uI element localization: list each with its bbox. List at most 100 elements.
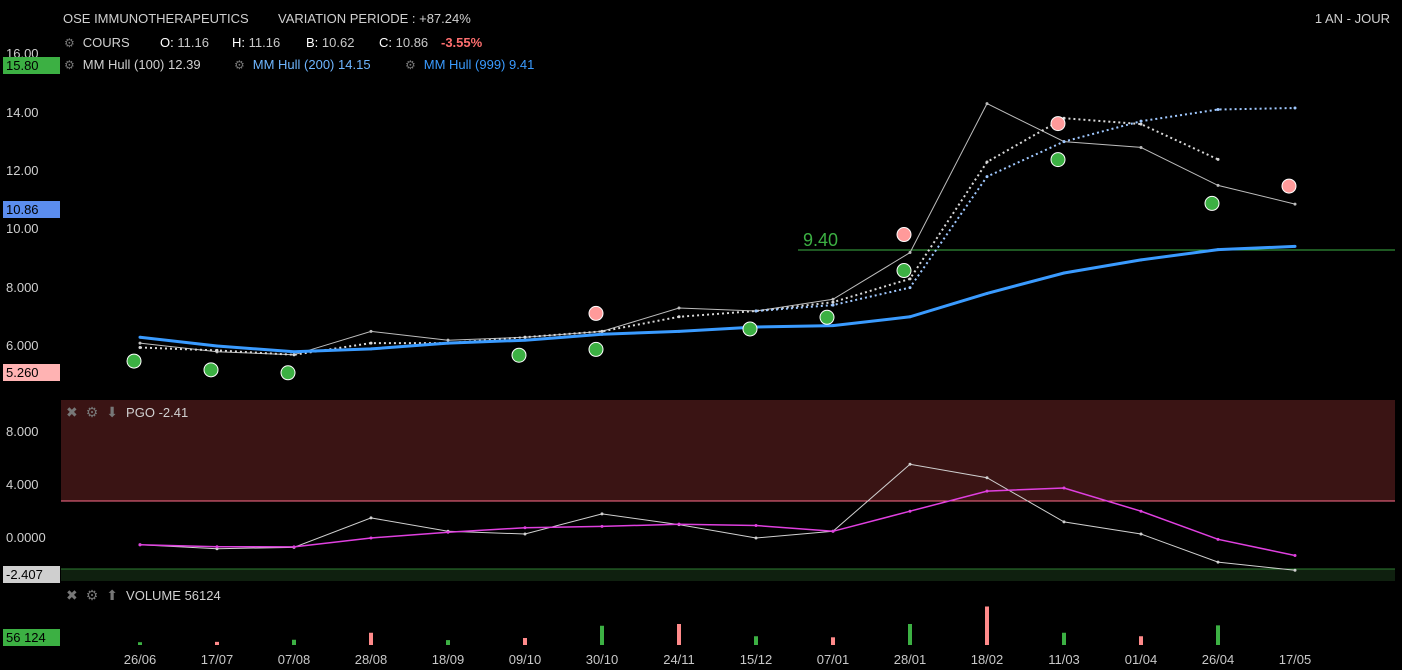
arrow-up-icon[interactable]: ⬆ [106, 587, 119, 603]
gear-icon[interactable]: ⚙ [405, 58, 416, 72]
x-tick-label: 18/02 [970, 652, 1004, 667]
pgo-line-point [369, 516, 373, 520]
pgo-overbought-zone [61, 400, 1395, 501]
price-line-point [908, 251, 912, 255]
signal-buy-marker[interactable] [280, 365, 296, 381]
hull200-line-point [831, 303, 835, 307]
volume-bars-group [138, 606, 1220, 645]
x-tick-label: 26/06 [123, 652, 157, 667]
pgo-ma-line-point [1216, 537, 1220, 541]
pgo-ma-line-point [754, 523, 758, 527]
gear-icon[interactable]: ⚙ [64, 36, 75, 50]
x-tick-label: 24/11 [663, 652, 695, 667]
price-line-point [369, 329, 373, 333]
pgo-line-point [985, 476, 989, 480]
volume-bar [292, 639, 296, 645]
pgo-line-point [1293, 568, 1297, 572]
hull999-line [139, 244, 1296, 354]
gear-icon[interactable]: ⚙ [234, 58, 245, 72]
hull200-line-point [1062, 140, 1066, 144]
price-series-group [138, 102, 1297, 357]
price-line-point [1139, 145, 1143, 149]
pgo-tick-4: 4.000 [6, 477, 39, 492]
pgo-ma-line-point [369, 536, 373, 540]
hull100-line-point [831, 300, 835, 304]
volume-bar [523, 638, 527, 645]
volume-last-tag: 56 124 [3, 629, 60, 646]
gear-icon[interactable]: ⚙ [64, 58, 75, 72]
signal-sell-marker[interactable] [896, 227, 912, 243]
hull100-legend[interactable]: ⚙ MM Hull (100) 12.39 [64, 57, 201, 72]
volume-bar [215, 641, 219, 645]
ohlc-row: ⚙ COURS [64, 35, 130, 50]
pgo-ma-line-point [138, 543, 142, 547]
signal-buy-marker[interactable] [203, 362, 219, 378]
low-value: B: 10.62 [306, 35, 355, 50]
hull999-legend[interactable]: ⚙ MM Hull (999) 9.41 [405, 57, 535, 72]
close-icon[interactable]: ✖ [66, 404, 78, 420]
hull999-line-point [985, 291, 989, 295]
volume-bar [1139, 636, 1143, 645]
high-value: H: 11.16 [232, 35, 281, 50]
pgo-line-point [1216, 560, 1220, 564]
hull999-line-point [292, 350, 296, 354]
pgo-ma-line [139, 487, 1296, 557]
y-tick-6: 6.000 [6, 338, 39, 353]
pgo-ma-line-point [908, 509, 912, 513]
signal-sell-marker[interactable] [1281, 178, 1297, 194]
signal-buy-marker[interactable] [588, 341, 604, 357]
volume-bar [831, 637, 835, 645]
pgo-ma-line-point [831, 529, 835, 533]
arrow-down-icon[interactable]: ⬇ [106, 404, 119, 420]
hull200-line [755, 107, 1296, 312]
hull100-line-point [677, 315, 681, 319]
signal-buy-marker[interactable] [511, 347, 527, 363]
hull999-line-point [1293, 244, 1297, 248]
hull100-line-point [600, 329, 604, 333]
period-selector[interactable]: 1 AN - JOUR [1314, 11, 1390, 26]
x-tick-label: 17/05 [1278, 652, 1312, 667]
signal-buy-marker[interactable] [1204, 195, 1220, 211]
hull999-line-point [1216, 248, 1220, 252]
hull999-line-point [138, 335, 142, 339]
volume-bar [1216, 625, 1220, 645]
signal-buy-marker[interactable] [126, 353, 142, 369]
gear-icon[interactable]: ⚙ [85, 587, 99, 603]
pgo-ma-line-point [985, 489, 989, 493]
x-tick-label: 30/10 [585, 652, 619, 667]
volume-bar [138, 642, 142, 645]
hull200-line-point [1293, 106, 1297, 110]
pgo-ma-line-point [1139, 509, 1143, 513]
hull100-line-point [369, 341, 373, 345]
pgo-series-group [138, 462, 1297, 572]
volume-bar [446, 640, 450, 645]
variation-periode: VARIATION PERIODE : +87.24% [278, 11, 471, 26]
close-icon[interactable]: ✖ [66, 587, 78, 603]
y-tick-14: 14.00 [6, 105, 39, 120]
signal-sell-marker[interactable] [1050, 116, 1066, 132]
signal-buy-marker[interactable] [819, 309, 835, 325]
x-tick-label: 01/04 [1124, 652, 1158, 667]
signal-buy-marker[interactable] [1050, 152, 1066, 168]
price-line-point [677, 306, 681, 310]
hull999-line-point [831, 324, 835, 328]
pgo-oversold-zone [61, 569, 1395, 581]
gear-icon[interactable]: ⚙ [85, 404, 99, 420]
signal-buy-marker[interactable] [742, 321, 758, 337]
pgo-line-point [1062, 520, 1066, 524]
x-tick-label: 18/09 [431, 652, 465, 667]
pgo-tick-0: 0.0000 [6, 530, 46, 545]
hline-label: 9.40 [803, 230, 839, 250]
hull100-line-point [215, 348, 219, 352]
x-tick-label: 15/12 [739, 652, 773, 667]
signal-buy-marker[interactable] [896, 263, 912, 279]
x-tick-label: 07/08 [277, 652, 311, 667]
pgo-ma-line-point [523, 526, 527, 530]
x-tick-label: 26/04 [1201, 652, 1235, 667]
hull200-line-point [985, 175, 989, 179]
signal-sell-marker[interactable] [588, 305, 604, 321]
hull999-line-point [446, 341, 450, 345]
hull200-legend[interactable]: ⚙ MM Hull (200) 14.15 [234, 57, 371, 72]
volume-bar [600, 625, 604, 645]
